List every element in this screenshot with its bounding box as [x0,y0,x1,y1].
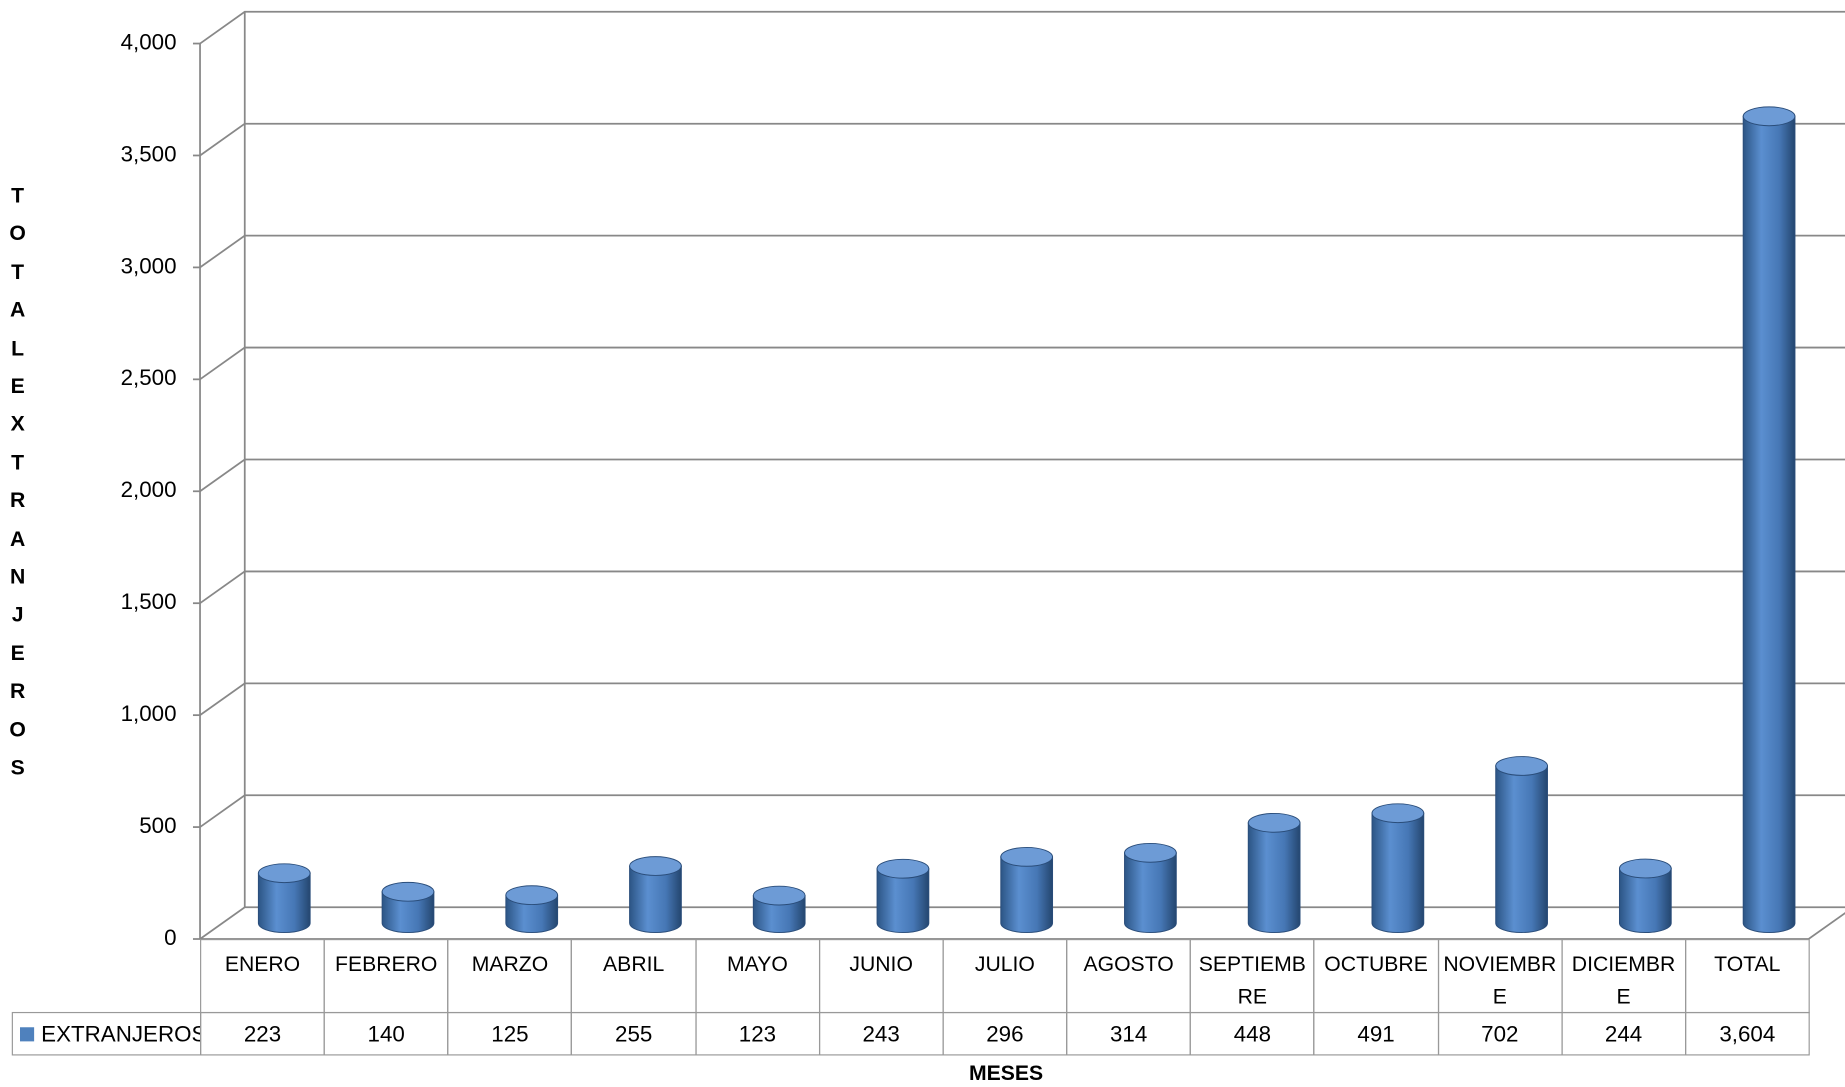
category-cell: TOTAL [1684,939,1810,1014]
y-tick-label: 1,500 [121,589,177,614]
bar-top [1124,842,1177,863]
grid-line [199,570,1845,604]
bar [876,868,930,934]
y-axis-title: TOTAL EXTRANJEROS [9,183,31,780]
value-cell: 702 [1437,1011,1563,1056]
grid-line [199,794,1845,828]
value-cell: 255 [571,1011,697,1056]
value-cell: 3,604 [1684,1011,1810,1056]
bar [1124,852,1177,934]
value-cell: 491 [1313,1011,1439,1056]
y-tick-label: 1,000 [121,701,177,726]
category-cell: SEPTIEMBRE [1189,939,1315,1014]
bar-top [1618,858,1672,879]
bar [1371,812,1425,934]
bar-top [505,885,559,906]
bar-top [1742,106,1796,127]
grid-line [199,122,1845,157]
grid-line [199,906,1845,940]
value-cell: 244 [1561,1011,1687,1056]
bar [1495,765,1548,934]
category-cell: MAYO [694,939,820,1014]
y-tick-label: 0 [164,925,176,950]
value-cell: 223 [200,1011,325,1056]
bar [381,891,435,934]
legend-label: EXTRANJEROS [41,1022,202,1048]
y-tick-label: 3,000 [121,253,177,278]
legend-cell: EXTRANJEROS [11,1011,202,1056]
value-cell: 314 [1066,1011,1192,1056]
y-tick-label: 2,000 [121,477,177,502]
y-tick-label: 500 [139,813,176,838]
grid-line [199,234,1845,269]
grid-line [199,10,1845,45]
value-cell: 140 [323,1011,449,1056]
value-cell: 448 [1189,1011,1315,1056]
category-cell: MARZO [447,939,573,1014]
bar-top [752,885,806,906]
category-cell: AGOSTO [1066,939,1192,1014]
y-tick-label: 4,000 [121,29,177,54]
bar [257,872,311,934]
bar [629,865,682,934]
bar-top [1247,812,1301,833]
category-cell: FEBRERO [323,939,449,1014]
grid-line [199,458,1845,492]
bar-top [1371,803,1425,824]
bar-top [876,858,930,879]
y-tick-label: 3,500 [121,141,177,166]
bar-top [257,863,311,884]
category-cell: JULIO [942,939,1068,1014]
bar-top [381,881,435,902]
bar [505,894,559,934]
value-cell: 243 [818,1011,944,1056]
bar-top [1000,846,1054,867]
bar [1000,856,1054,934]
bar [1247,822,1301,934]
bar-top [1495,756,1548,776]
category-cell: ENERO [200,939,325,1014]
grid-line [199,682,1845,716]
bar-top [629,856,682,876]
category-cell: ABRIL [571,939,697,1014]
category-cell: DICIEMBRE [1561,939,1687,1014]
legend-swatch [20,1027,35,1042]
category-cell: NOVIEMBRE [1437,939,1563,1014]
value-cell: 125 [447,1011,573,1056]
category-cell: JUNIO [818,939,944,1014]
grid-line [199,346,1845,381]
bar [1742,115,1796,934]
value-cell: 123 [694,1011,820,1056]
value-cell: 296 [942,1011,1068,1056]
bar [752,895,806,934]
x-axis-title: MESES [968,1061,1044,1085]
y-tick-label: 2,500 [121,365,177,390]
category-cell: OCTUBRE [1313,939,1439,1014]
bar [1618,868,1672,934]
